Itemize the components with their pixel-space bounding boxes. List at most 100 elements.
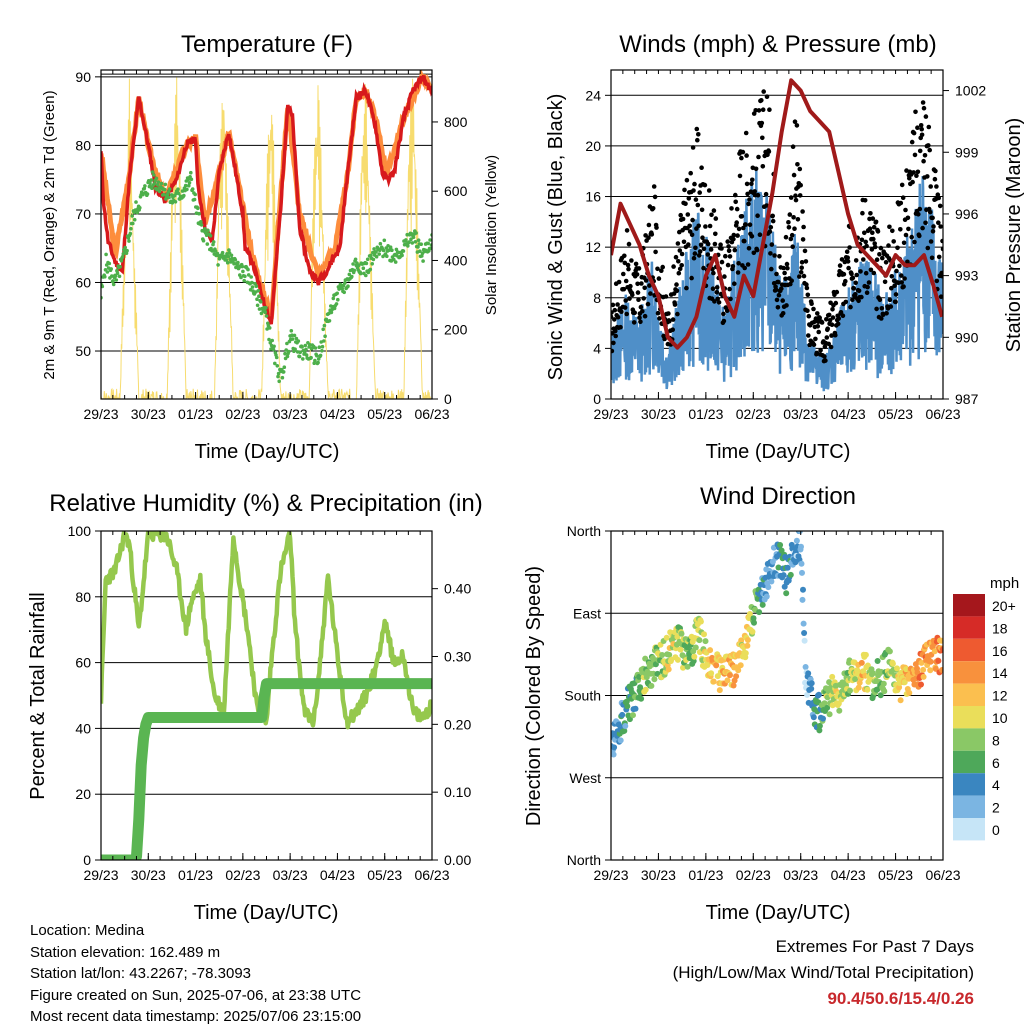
y2tick-label: 0.40 xyxy=(444,581,471,597)
gust-point xyxy=(921,158,926,164)
colorbar-tick-5: 10 xyxy=(992,710,1008,726)
gust-point xyxy=(612,317,617,322)
direction-point xyxy=(621,727,628,734)
gust-point xyxy=(684,285,689,291)
xtick-label: 03/23 xyxy=(273,867,308,883)
gust-point xyxy=(781,265,786,271)
direction-point xyxy=(805,670,812,677)
dewpoint-point xyxy=(150,186,154,190)
direction-point xyxy=(744,642,751,649)
gust-point xyxy=(897,263,902,269)
dewpoint-point xyxy=(240,264,245,269)
gust-point xyxy=(714,290,720,295)
direction-point xyxy=(713,662,720,669)
dewpoint-point xyxy=(428,238,432,242)
gust-point xyxy=(889,274,895,279)
gust-point xyxy=(792,226,797,231)
gust-point xyxy=(713,231,718,237)
dewpoint-point xyxy=(127,239,131,243)
gust-point xyxy=(701,265,706,271)
dewpoint-point xyxy=(203,227,207,231)
direction-point xyxy=(763,593,770,600)
gust-point xyxy=(699,165,704,170)
gust-point xyxy=(789,278,794,284)
dewpoint-point xyxy=(109,267,113,271)
gust-point xyxy=(741,225,746,231)
gust-point xyxy=(854,272,859,278)
dewpoint-point xyxy=(255,303,260,308)
temperature-y2label: Solar Insolation (Yellow) xyxy=(483,155,500,315)
gust-point xyxy=(867,226,873,231)
gust-point xyxy=(901,240,907,246)
gust-point xyxy=(714,285,720,290)
xtick-label: 02/23 xyxy=(225,406,260,422)
gust-point xyxy=(798,270,804,275)
gust-point xyxy=(919,126,924,132)
xtick-label: 30/23 xyxy=(641,867,676,883)
dewpoint-point xyxy=(327,319,332,323)
direction-point xyxy=(730,682,737,689)
gust-point xyxy=(873,219,879,225)
dewpoint-point xyxy=(388,245,393,249)
gust-point xyxy=(621,271,626,277)
direction-point xyxy=(775,564,782,571)
gust-point xyxy=(825,326,830,332)
gust-point xyxy=(795,217,801,222)
y2tick-label: 993 xyxy=(955,268,979,284)
dewpoint-point xyxy=(285,341,289,346)
gust-point xyxy=(848,304,853,310)
gust-point xyxy=(625,262,631,268)
dewpoint-point xyxy=(372,247,376,251)
gust-point xyxy=(640,308,645,314)
dewpoint-point xyxy=(176,191,181,196)
gust-point xyxy=(629,258,634,263)
gust-point xyxy=(753,166,759,172)
dewpoint-point xyxy=(114,278,119,282)
dewpoint-point xyxy=(298,350,303,355)
gust-point xyxy=(938,224,943,229)
gust-point xyxy=(652,194,658,200)
gust-point xyxy=(638,319,643,325)
direction-point xyxy=(810,714,817,721)
gust-point xyxy=(742,265,747,271)
gust-point xyxy=(638,304,644,310)
humidity-ylabel: Percent & Total Rainfall xyxy=(27,592,49,800)
dewpoint-point xyxy=(393,260,398,264)
xtick-label: 01/23 xyxy=(688,406,723,422)
gust-point xyxy=(884,311,889,316)
gust-point xyxy=(763,191,769,197)
gust-point xyxy=(867,216,872,222)
gust-point xyxy=(822,354,827,359)
direction-point xyxy=(897,697,904,704)
direction-point xyxy=(642,655,649,662)
humidity-xlabel: Time (Day/UTC) xyxy=(194,902,339,924)
dewpoint-point xyxy=(421,259,425,263)
direction-point xyxy=(820,715,826,722)
gust-point xyxy=(872,241,877,246)
colorbar-swatch-16 xyxy=(953,638,985,662)
gust-point xyxy=(797,193,803,198)
direction-point xyxy=(619,711,626,718)
gust-point xyxy=(707,223,713,229)
gust-point xyxy=(734,206,740,212)
gust-point xyxy=(779,286,784,292)
recent-timestamp: Most recent data timestamp: 2025/07/06 2… xyxy=(30,1008,362,1025)
direction-point xyxy=(744,637,751,643)
gust-point xyxy=(673,254,679,260)
direction-point xyxy=(829,673,836,680)
gust-point xyxy=(800,237,806,242)
dewpoint-point xyxy=(233,258,238,262)
y2tick-label: 400 xyxy=(444,252,468,268)
gust-point xyxy=(693,245,698,251)
gust-point xyxy=(663,294,669,299)
dewpoint-point xyxy=(280,375,285,380)
gust-point xyxy=(927,147,932,153)
gust-point xyxy=(805,308,810,314)
gust-point xyxy=(682,187,687,193)
gust-point xyxy=(917,148,923,154)
dewpoint-point xyxy=(189,177,194,182)
gust-point xyxy=(689,232,695,238)
gust-point xyxy=(915,169,921,175)
direction-point xyxy=(648,682,655,689)
gust-point xyxy=(777,253,782,259)
